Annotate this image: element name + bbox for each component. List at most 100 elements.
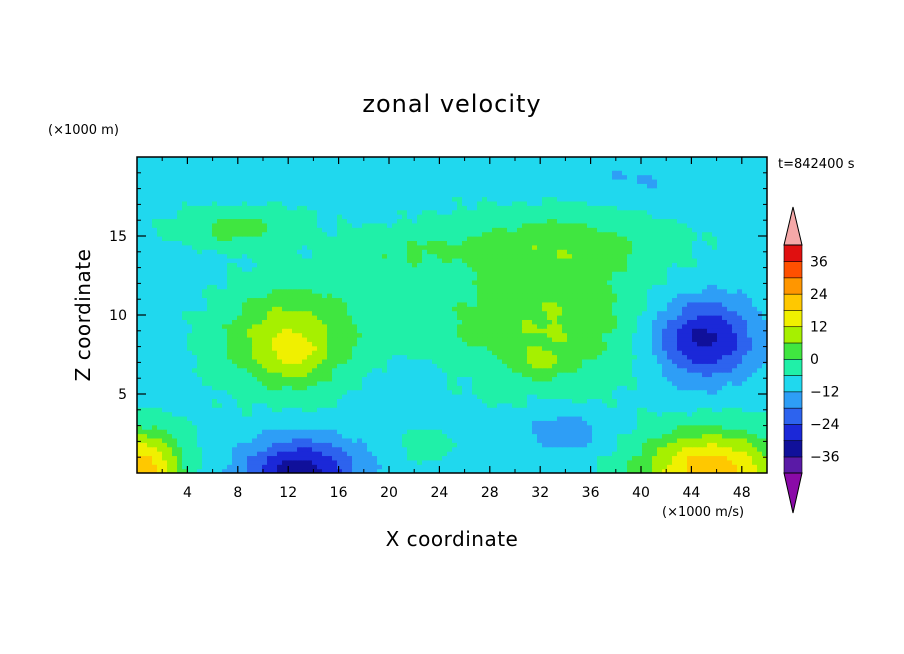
contour-cell: [407, 297, 413, 303]
contour-cell: [462, 345, 468, 351]
time-label: t=842400 s: [778, 157, 855, 172]
contour-cell: [152, 464, 158, 470]
contour-cell: [427, 411, 433, 417]
contour-cell: [382, 442, 388, 448]
contour-cell: [582, 455, 588, 461]
contour-cell: [597, 459, 603, 465]
contour-cell: [342, 442, 348, 448]
contour-cell: [442, 407, 448, 413]
contour-cell: [347, 328, 353, 334]
contour-cell: [637, 310, 643, 316]
contour-cell: [727, 341, 733, 347]
contour-cell: [277, 350, 283, 356]
contour-cell: [397, 328, 403, 334]
contour-cell: [417, 315, 423, 320]
contour-cell: [397, 380, 403, 386]
contour-cell: [677, 323, 683, 329]
contour-cell: [657, 464, 663, 470]
contour-cell: [417, 301, 423, 307]
contour-cell: [517, 376, 523, 382]
contour-cell: [437, 332, 443, 338]
contour-cell: [652, 358, 658, 364]
contour-cell: [437, 442, 443, 448]
contour-cell: [242, 310, 248, 316]
contour-cell: [162, 358, 168, 364]
contour-cell: [147, 297, 153, 303]
contour-cell: [172, 459, 178, 465]
contour-cell: [577, 315, 583, 320]
contour-cell: [482, 446, 488, 452]
contour-cell: [137, 367, 143, 373]
contour-cell: [257, 380, 263, 386]
contour-cell: [482, 306, 488, 312]
contour-cell: [632, 455, 638, 461]
contour-cell: [732, 363, 738, 369]
contour-cell: [372, 464, 378, 470]
contour-cell: [212, 341, 218, 347]
contour-cell: [627, 380, 633, 386]
contour-cell: [367, 367, 373, 373]
contour-cell: [552, 394, 558, 399]
contour-cell: [307, 411, 313, 417]
contour-cell: [687, 306, 693, 312]
contour-cell: [467, 407, 473, 413]
contour-cell: [762, 376, 767, 382]
contour-cell: [237, 442, 243, 448]
contour-cell: [512, 442, 518, 448]
contour-cell: [217, 367, 223, 373]
contour-cell: [337, 442, 343, 448]
contour-cell: [272, 380, 278, 386]
contour-cell: [377, 464, 383, 470]
contour-cell: [582, 350, 588, 356]
contour-cell: [762, 363, 767, 369]
contour-cell: [392, 341, 398, 347]
contour-cell: [317, 415, 323, 421]
contour-cell: [707, 442, 713, 448]
contour-cell: [542, 358, 548, 364]
contour-cell: [172, 367, 178, 373]
contour-cell: [182, 433, 188, 439]
contour-cell: [302, 380, 308, 386]
contour-cell: [302, 433, 308, 439]
contour-cell: [412, 442, 418, 448]
contour-cell: [412, 328, 418, 334]
contour-cell: [177, 455, 183, 461]
contour-cell: [307, 415, 313, 421]
contour-cell: [522, 451, 528, 457]
contour-cell: [182, 350, 188, 356]
contour-cell: [712, 301, 718, 307]
contour-cell: [187, 442, 193, 448]
contour-cell: [627, 446, 633, 452]
contour-cell: [572, 354, 578, 360]
contour-cell: [197, 420, 203, 426]
contour-cell: [652, 376, 658, 382]
contour-cell: [577, 336, 583, 342]
contour-cell: [267, 433, 273, 439]
contour-cell: [537, 350, 543, 356]
contour-cell: [242, 315, 248, 320]
contour-cell: [547, 315, 553, 320]
contour-cell: [497, 350, 503, 356]
contour-cell: [487, 315, 493, 320]
contour-cell: [192, 464, 198, 470]
contour-cell: [577, 372, 583, 378]
contour-cell: [682, 301, 688, 307]
contour-cell: [262, 336, 268, 342]
contour-cell: [692, 394, 698, 399]
contour-cell: [427, 372, 433, 378]
contour-cell: [537, 336, 543, 342]
contour-cell: [432, 389, 438, 395]
contour-cell: [702, 376, 708, 382]
contour-cell: [242, 468, 248, 473]
contour-cell: [722, 433, 728, 439]
contour-cell: [272, 442, 278, 448]
contour-cell: [747, 310, 753, 316]
contour-cell: [427, 301, 433, 307]
contour-cell: [612, 415, 618, 421]
contour-cell: [337, 433, 343, 439]
contour-cell: [207, 380, 213, 386]
contour-cell: [487, 301, 493, 307]
contour-cell: [457, 354, 463, 360]
contour-cell: [697, 336, 703, 342]
contour-cell: [542, 341, 548, 347]
